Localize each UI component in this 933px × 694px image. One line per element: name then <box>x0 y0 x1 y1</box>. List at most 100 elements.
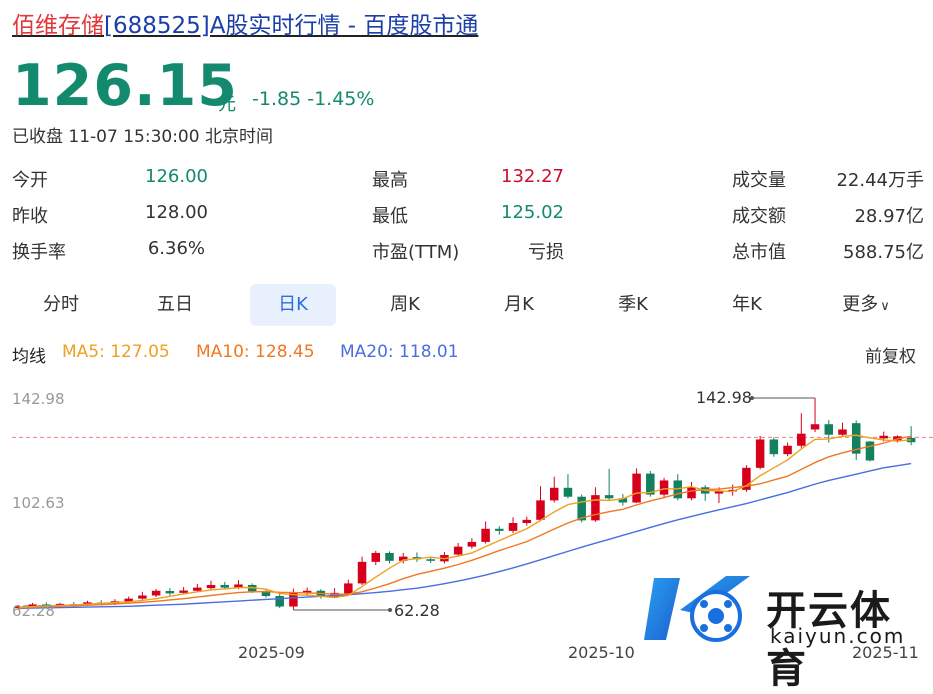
candle-body <box>687 487 696 499</box>
tab-label: 分时 <box>43 294 79 315</box>
candle-body <box>371 552 381 562</box>
candle-body <box>453 546 463 555</box>
high-annotation: 142.98 <box>696 388 752 407</box>
candle-body <box>289 592 298 607</box>
candle-body <box>344 583 353 594</box>
stat-label: 市盈(TTM) <box>372 242 460 263</box>
candle-body <box>851 423 861 454</box>
candle-body <box>261 591 271 597</box>
ma20-value: MA20: 118.01 <box>340 342 459 362</box>
candle-body <box>508 522 518 531</box>
candle-body <box>824 424 834 435</box>
tab-6[interactable]: 年K <box>704 284 790 326</box>
candle-body <box>275 596 284 607</box>
candle-body <box>165 591 175 594</box>
candle-body <box>357 561 367 584</box>
ma-label: 均线 <box>12 347 46 367</box>
candle-body <box>618 498 628 503</box>
tab-5[interactable]: 季K <box>590 284 676 326</box>
tab-1[interactable]: 五日 <box>132 284 218 326</box>
high-marker-dot <box>750 396 754 400</box>
candle-body <box>467 541 477 547</box>
stat-value: 588.75亿 <box>843 242 924 263</box>
tab-label: 月K <box>504 294 534 315</box>
ma20-line <box>18 462 912 610</box>
candle-body <box>632 473 641 503</box>
y-tick-label: 142.98 <box>12 390 65 408</box>
tab-2[interactable]: 日K <box>250 284 336 326</box>
candle-body <box>124 598 133 602</box>
candle-body <box>604 495 614 499</box>
stat-value: 125.02 <box>501 202 564 223</box>
stat-label: 最高 <box>372 170 408 191</box>
stat-label: 总市值 <box>732 242 786 263</box>
low-annotation: 62.28 <box>394 601 440 620</box>
candle-body <box>783 445 792 455</box>
candle-body <box>755 439 765 468</box>
ma5-value: MA5: 127.05 <box>62 342 170 362</box>
candle-body <box>179 590 188 593</box>
candle-body <box>398 556 408 561</box>
stat-value: 126.00 <box>145 166 208 187</box>
candle-body <box>151 590 161 596</box>
stat-value: 6.36% <box>147 238 205 259</box>
page-title[interactable]: 佰维存储[688525]A股实时行情 - 百度股市通 <box>12 6 478 40</box>
stat-value: 28.97亿 <box>854 206 924 227</box>
tab-7[interactable]: 更多 ∨ <box>818 284 914 326</box>
ma10-line <box>18 435 912 609</box>
x-tick-label: 2025-10 <box>568 643 635 662</box>
candle-body <box>563 487 573 497</box>
current-price: 126.15 <box>12 53 238 119</box>
candle-body <box>234 584 243 588</box>
stock-name-link[interactable]: 佰维存储 <box>12 13 104 39</box>
stat-label: 今开 <box>12 170 48 191</box>
candle-body <box>728 489 737 492</box>
candle-body <box>577 496 586 521</box>
candle-body <box>714 491 724 494</box>
candle-body <box>138 595 147 599</box>
candle-body <box>426 559 435 561</box>
candle-body <box>220 584 230 588</box>
candle-body <box>42 604 51 607</box>
candle-body <box>865 441 875 461</box>
ma10-value: MA10: 128.45 <box>196 342 315 362</box>
adjust-toggle[interactable]: 前复权 <box>865 347 916 367</box>
candle-body <box>385 552 394 561</box>
candle-body <box>659 480 669 495</box>
candle-body <box>742 467 751 490</box>
x-tick-label: 2025-11 <box>852 643 919 662</box>
tab-4[interactable]: 月K <box>476 284 562 326</box>
x-tick-label: 2025-09 <box>238 643 305 662</box>
market-status: 已收盘 11-07 15:30:00 北京时间 <box>12 127 273 147</box>
candle-body <box>810 424 820 430</box>
tab-0[interactable]: 分时 <box>18 284 104 326</box>
stat-label: 成交额 <box>732 206 786 227</box>
stat-label: 换手率 <box>12 242 66 263</box>
stat-label: 昨收 <box>12 206 48 227</box>
tab-label: 更多 <box>842 294 879 315</box>
change-amount: -1.85 <box>252 88 302 110</box>
stat-value: 132.27 <box>501 166 564 187</box>
tab-3[interactable]: 周K <box>362 284 448 326</box>
candle-body <box>879 435 888 439</box>
candle-body <box>302 590 312 593</box>
candle-body <box>495 528 504 531</box>
title-rest[interactable]: [688525]A股实时行情 - 百度股市通 <box>104 13 479 39</box>
kline-chart[interactable]: 142.98 62.28 <box>0 372 933 662</box>
candle-body <box>549 487 559 501</box>
y-tick-label: 62.28 <box>12 602 55 620</box>
candle-body <box>481 528 490 542</box>
candle-body <box>206 584 216 589</box>
candle-body <box>838 429 847 435</box>
low-marker-dot <box>388 608 392 612</box>
price-unit: 元 <box>218 94 236 115</box>
tab-label: 季K <box>618 294 648 315</box>
candle-body <box>536 500 545 520</box>
stat-value: 22.44万手 <box>836 170 924 191</box>
candle-body <box>193 587 202 591</box>
change-percent: -1.45% <box>307 88 375 110</box>
stat-value: 亏损 <box>528 242 564 263</box>
candle-body <box>646 473 655 495</box>
tab-label: 年K <box>732 294 762 315</box>
watermark-en: kaiyun.com <box>770 624 906 648</box>
